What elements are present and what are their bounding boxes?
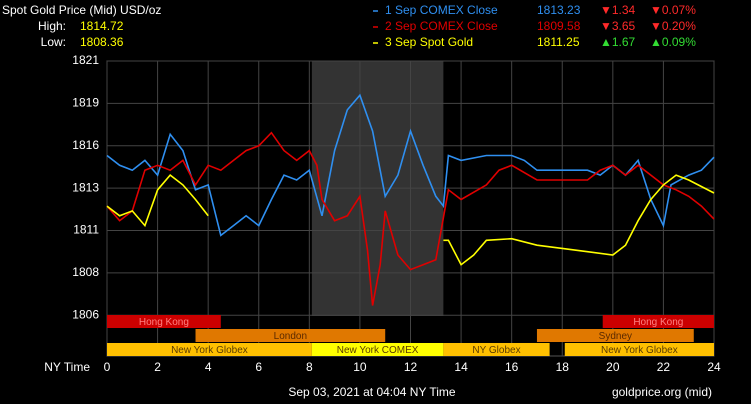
y-tick-label: 1806 [72,307,99,321]
legend-label: 1 Sep COMEX Close [385,3,498,17]
chart-title: Spot Gold Price (Mid) USD/oz [2,3,161,17]
x-tick-label: 0 [104,360,111,374]
legend-label: 2 Sep COMEX Close [385,19,498,33]
session-label: Hong Kong [139,317,189,328]
low-value: 1808.36 [80,35,124,49]
x-tick-label: 10 [353,360,367,374]
x-tick-label: 14 [454,360,468,374]
x-tick-label: 4 [205,360,212,374]
legend-close: 1809.58 [537,19,581,33]
session-label: London [274,331,307,342]
x-tick-label: 18 [556,360,570,374]
session-label: New York Globex [171,345,248,356]
x-tick-label: 8 [306,360,313,374]
legend-close: 1811.25 [537,35,580,49]
session-label: New York COMEX [337,345,419,356]
x-tick-label: 12 [404,360,418,374]
high-label: High: [38,19,66,33]
legend-change: ▲1.67 [600,35,636,49]
session-label: Hong Kong [633,317,683,328]
x-tick-label: 22 [657,360,671,374]
session-label: NY Globex [472,345,520,356]
x-tick-label: 24 [707,360,721,374]
legend-change-pct: ▲0.09% [650,35,696,49]
x-axis-label: NY Time [44,360,90,374]
x-tick-label: 6 [255,360,262,374]
series-line [106,174,715,266]
y-tick-label: 1813 [72,180,99,194]
x-tick-label: 20 [606,360,620,374]
legend-label: 3 Sep Spot Gold [385,35,473,49]
session-bar [311,343,444,356]
x-tick-label: 2 [154,360,161,374]
session-bar [536,329,694,342]
x-tick-label: 16 [505,360,519,374]
session-bar [602,315,714,328]
session-bar [107,343,312,356]
session-bar [564,343,714,356]
legend-change-pct: ▼0.07% [650,3,696,17]
y-tick-label: 1821 [72,53,99,67]
legend-close: 1813.23 [537,3,581,17]
series-line [106,131,715,306]
source: goldprice.org (mid) [612,385,712,399]
high-value: 1814.72 [80,19,124,33]
legend-change-pct: ▼0.20% [650,19,696,33]
y-tick-label: 1819 [72,96,99,110]
legend-change: ▼1.34 [600,3,636,17]
legend-change: ▼3.65 [600,19,636,33]
y-tick-label: 1808 [72,265,99,279]
session-label: New York Globex [601,345,678,356]
session-bar [107,315,221,328]
y-tick-label: 1816 [72,138,99,152]
footer: Sep 03, 2021 at 04:04 NY Time [288,385,456,399]
low-label: Low: [41,35,66,49]
y-tick-label: 1811 [73,223,99,237]
session-label: Sydney [599,331,632,342]
session-bar [195,329,386,342]
session-bar [443,343,550,356]
